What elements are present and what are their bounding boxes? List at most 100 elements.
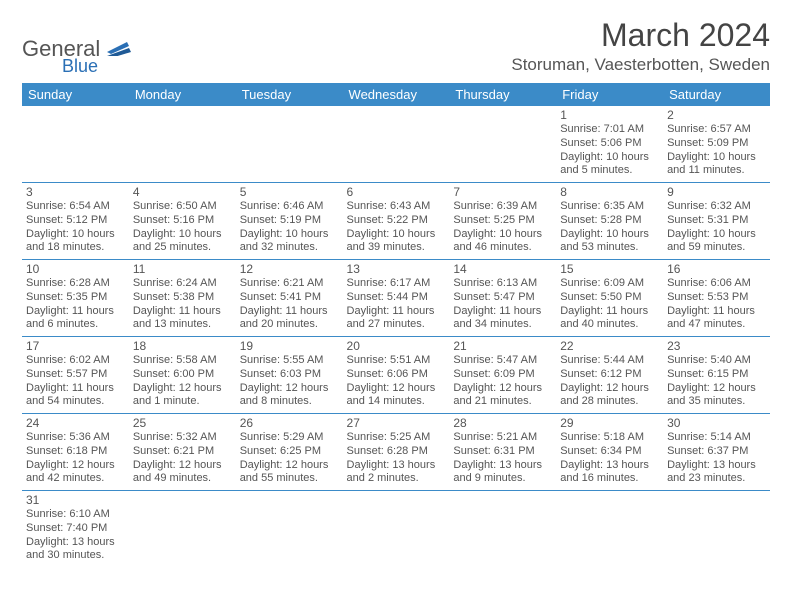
daylight-text: and 21 minutes. [453,395,552,409]
daylight-text: and 47 minutes. [667,318,766,332]
sunset-text: Sunset: 6:06 PM [347,368,446,382]
calendar-cell: 30Sunrise: 5:14 AMSunset: 6:37 PMDayligh… [663,414,770,491]
daylight-text: Daylight: 13 hours [560,459,659,473]
day-number: 4 [133,185,232,200]
flag-icon [107,42,131,61]
sunset-text: Sunset: 5:09 PM [667,137,766,151]
calendar-cell-empty [22,106,129,183]
sunset-text: Sunset: 6:15 PM [667,368,766,382]
page-header: General Blue March 2024 Storuman, Vaeste… [22,18,770,75]
calendar-cell: 25Sunrise: 5:32 AMSunset: 6:21 PMDayligh… [129,414,236,491]
daylight-text: and 53 minutes. [560,241,659,255]
sunset-text: Sunset: 5:38 PM [133,291,232,305]
sunrise-text: Sunrise: 7:01 AM [560,123,659,137]
daylight-text: and 54 minutes. [26,395,125,409]
day-header: Monday [129,83,236,106]
day-number: 31 [26,493,125,508]
day-header: Friday [556,83,663,106]
month-title: March 2024 [511,18,770,53]
day-number: 19 [240,339,339,354]
sunset-text: Sunset: 5:06 PM [560,137,659,151]
sunrise-text: Sunrise: 5:25 AM [347,431,446,445]
calendar-cell: 15Sunrise: 6:09 AMSunset: 5:50 PMDayligh… [556,260,663,337]
calendar-row: 10Sunrise: 6:28 AMSunset: 5:35 PMDayligh… [22,260,770,337]
sunset-text: Sunset: 6:34 PM [560,445,659,459]
calendar-cell: 18Sunrise: 5:58 AMSunset: 6:00 PMDayligh… [129,337,236,414]
day-number: 7 [453,185,552,200]
day-number: 6 [347,185,446,200]
day-number: 18 [133,339,232,354]
calendar-cell: 12Sunrise: 6:21 AMSunset: 5:41 PMDayligh… [236,260,343,337]
daylight-text: Daylight: 11 hours [133,305,232,319]
calendar-cell: 19Sunrise: 5:55 AMSunset: 6:03 PMDayligh… [236,337,343,414]
daylight-text: and 9 minutes. [453,472,552,486]
daylight-text: Daylight: 12 hours [560,382,659,396]
sunset-text: Sunset: 5:28 PM [560,214,659,228]
calendar-cell: 11Sunrise: 6:24 AMSunset: 5:38 PMDayligh… [129,260,236,337]
sunset-text: Sunset: 6:03 PM [240,368,339,382]
daylight-text: and 42 minutes. [26,472,125,486]
sunset-text: Sunset: 5:44 PM [347,291,446,305]
calendar-cell: 28Sunrise: 5:21 AMSunset: 6:31 PMDayligh… [449,414,556,491]
calendar-cell: 1Sunrise: 7:01 AMSunset: 5:06 PMDaylight… [556,106,663,183]
day-number: 26 [240,416,339,431]
day-number: 29 [560,416,659,431]
day-number: 20 [347,339,446,354]
calendar-cell-empty [236,106,343,183]
calendar-cell-empty [449,491,556,568]
sunrise-text: Sunrise: 6:54 AM [26,200,125,214]
daylight-text: and 55 minutes. [240,472,339,486]
calendar-cell: 26Sunrise: 5:29 AMSunset: 6:25 PMDayligh… [236,414,343,491]
daylight-text: Daylight: 12 hours [347,382,446,396]
sunrise-text: Sunrise: 5:44 AM [560,354,659,368]
daylight-text: and 34 minutes. [453,318,552,332]
daylight-text: Daylight: 13 hours [453,459,552,473]
day-header: Wednesday [343,83,450,106]
daylight-text: Daylight: 11 hours [560,305,659,319]
sunrise-text: Sunrise: 6:46 AM [240,200,339,214]
location-text: Storuman, Vaesterbotten, Sweden [511,55,770,75]
daylight-text: Daylight: 12 hours [240,382,339,396]
day-number: 13 [347,262,446,277]
sunrise-text: Sunrise: 5:18 AM [560,431,659,445]
daylight-text: Daylight: 11 hours [26,305,125,319]
sunrise-text: Sunrise: 6:39 AM [453,200,552,214]
daylight-text: Daylight: 10 hours [347,228,446,242]
sunrise-text: Sunrise: 6:21 AM [240,277,339,291]
day-number: 27 [347,416,446,431]
daylight-text: and 49 minutes. [133,472,232,486]
day-number: 25 [133,416,232,431]
sunset-text: Sunset: 6:18 PM [26,445,125,459]
sunrise-text: Sunrise: 5:40 AM [667,354,766,368]
day-header: Tuesday [236,83,343,106]
sunset-text: Sunset: 5:16 PM [133,214,232,228]
day-header: Saturday [663,83,770,106]
daylight-text: Daylight: 11 hours [453,305,552,319]
daylight-text: and 16 minutes. [560,472,659,486]
sunset-text: Sunset: 6:09 PM [453,368,552,382]
daylight-text: and 23 minutes. [667,472,766,486]
sunset-text: Sunset: 5:35 PM [26,291,125,305]
sunrise-text: Sunrise: 6:50 AM [133,200,232,214]
day-number: 28 [453,416,552,431]
calendar-cell: 5Sunrise: 6:46 AMSunset: 5:19 PMDaylight… [236,183,343,260]
calendar-cell: 13Sunrise: 6:17 AMSunset: 5:44 PMDayligh… [343,260,450,337]
daylight-text: Daylight: 12 hours [667,382,766,396]
daylight-text: Daylight: 10 hours [453,228,552,242]
sunrise-text: Sunrise: 6:28 AM [26,277,125,291]
sunrise-text: Sunrise: 5:29 AM [240,431,339,445]
sunrise-text: Sunrise: 6:06 AM [667,277,766,291]
calendar-cell: 14Sunrise: 6:13 AMSunset: 5:47 PMDayligh… [449,260,556,337]
calendar-row: 31Sunrise: 6:10 AMSunset: 7:40 PMDayligh… [22,491,770,568]
sunrise-text: Sunrise: 6:32 AM [667,200,766,214]
daylight-text: Daylight: 12 hours [26,459,125,473]
day-number: 5 [240,185,339,200]
sunset-text: Sunset: 5:25 PM [453,214,552,228]
daylight-text: Daylight: 11 hours [240,305,339,319]
calendar-cell-empty [129,491,236,568]
daylight-text: and 28 minutes. [560,395,659,409]
daylight-text: Daylight: 11 hours [26,382,125,396]
sunrise-text: Sunrise: 5:55 AM [240,354,339,368]
sunrise-text: Sunrise: 5:47 AM [453,354,552,368]
calendar-cell: 31Sunrise: 6:10 AMSunset: 7:40 PMDayligh… [22,491,129,568]
